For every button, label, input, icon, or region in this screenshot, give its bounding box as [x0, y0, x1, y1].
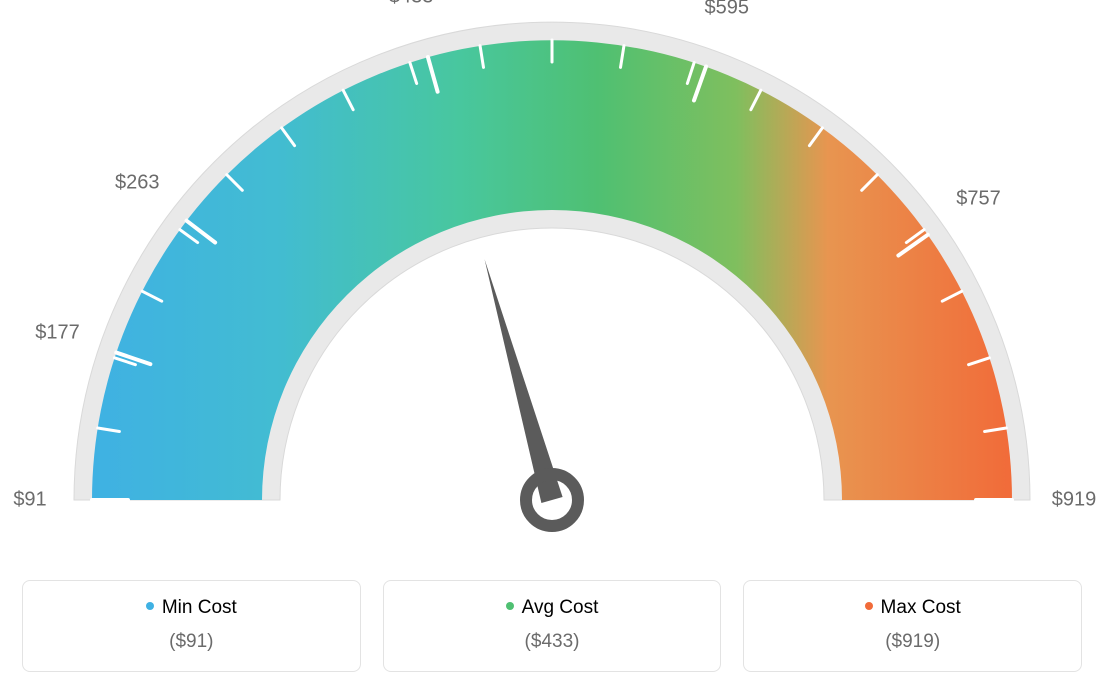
legend-title-text: Avg Cost	[522, 597, 599, 618]
dot-icon	[506, 602, 514, 610]
dot-icon	[146, 602, 154, 610]
gauge-tick-label: $263	[115, 172, 160, 195]
gauge-chart: $91 $177 $263 $433 $595 $757 $919	[0, 0, 1104, 560]
legend-title-avg: Avg Cost	[394, 597, 711, 619]
gauge-tick-label: $433	[389, 0, 434, 9]
legend-value-min: ($91)	[33, 631, 350, 653]
legend-value-avg: ($433)	[394, 631, 711, 653]
legend-title-text: Max Cost	[881, 597, 961, 618]
gauge-tick-label: $91	[13, 489, 46, 512]
legend-title-text: Min Cost	[162, 597, 237, 618]
gauge-tick-label: $595	[705, 0, 750, 20]
legend-title-min: Min Cost	[33, 597, 350, 619]
legend-card-min: Min Cost ($91)	[22, 580, 361, 672]
legend-title-max: Max Cost	[754, 597, 1071, 619]
legend-card-avg: Avg Cost ($433)	[383, 580, 722, 672]
legend-card-max: Max Cost ($919)	[743, 580, 1082, 672]
legend-value-max: ($919)	[754, 631, 1071, 653]
legend-row: Min Cost ($91) Avg Cost ($433) Max Cost …	[22, 580, 1082, 672]
dot-icon	[865, 602, 873, 610]
gauge-tick-label: $177	[35, 321, 80, 344]
gauge-tick-label: $919	[1052, 489, 1097, 512]
gauge-tick-label: $757	[956, 187, 1001, 210]
